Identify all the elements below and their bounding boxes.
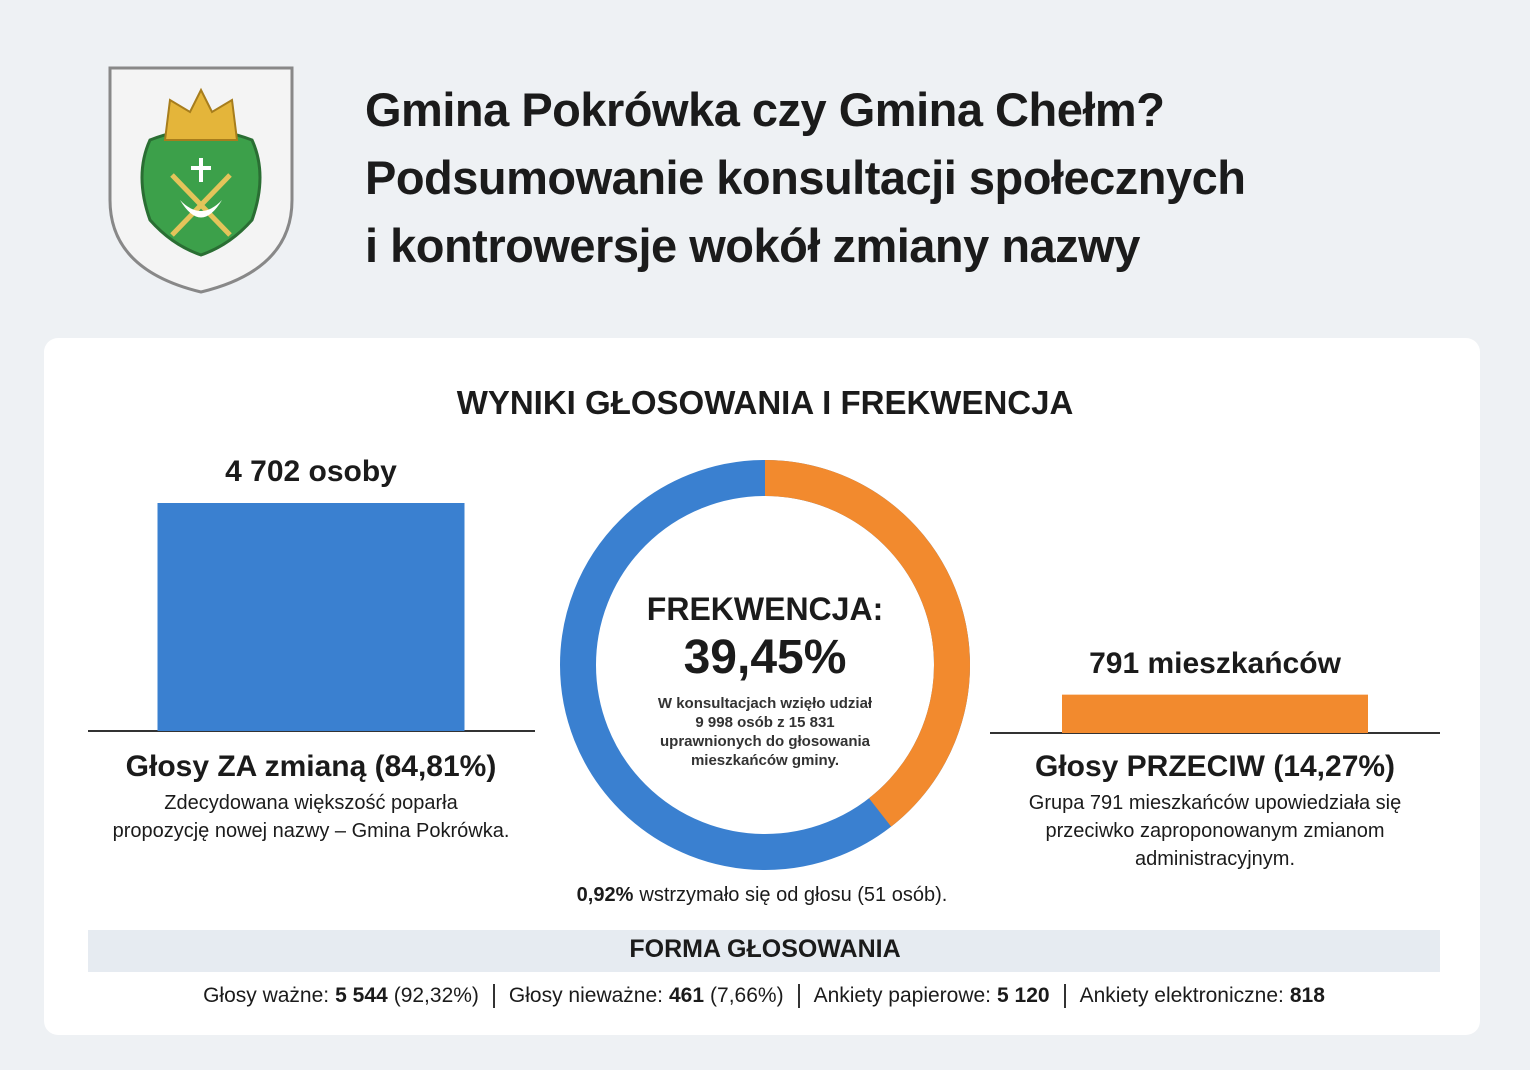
form-item-label: Ankiety papierowe: <box>813 984 992 1007</box>
form-band <box>88 930 1440 972</box>
title-line: Gmina Pokrówka czy Gmina Chełm? <box>365 83 1165 136</box>
form-item-label: Głosy ważne: <box>203 984 330 1007</box>
bar <box>157 503 465 731</box>
turnout-note: W konsultacjach wzięło udział <box>657 695 873 712</box>
bar-value-label: 4 702 osoby <box>225 455 397 488</box>
form-item-extra: (92,32%) <box>393 984 479 1007</box>
form-item-label: Ankiety elektroniczne: <box>1079 984 1284 1007</box>
form-item: Głosy nieważne: 461 (7,66%) <box>492 984 798 1008</box>
abstain-text: wstrzymało się od głosu (51 osób). <box>639 884 948 906</box>
form-item-value: 818 <box>1289 984 1325 1007</box>
form-item: Głosy ważne: 5 544 (92,32%) <box>189 984 493 1008</box>
turnout-note: mieszkańców gminy. <box>690 752 840 769</box>
bar-description: administracyjnym. <box>1134 848 1296 870</box>
bar-description: przeciwko zaproponowanym zmianom <box>1045 820 1385 842</box>
form-item-value: 5 544 <box>335 984 388 1007</box>
form-item: Ankiety papierowe: 5 120 <box>797 984 1064 1008</box>
form-item-extra: (7,66%) <box>710 984 784 1007</box>
section-title: WYNIKI GŁOSOWANIA I FREKWENCJA <box>456 384 1074 421</box>
bar-title: Głosy ZA zmianą (84,81%) <box>125 750 497 783</box>
bar-description: Grupa 791 mieszkańców upowiedziała się <box>1028 792 1402 814</box>
turnout-note: 9 998 osób z 15 831 <box>695 714 835 731</box>
crest <box>108 66 294 294</box>
bar-title: Głosy PRZECIW (14,27%) <box>1034 750 1396 783</box>
form-item-value: 461 <box>669 984 705 1007</box>
turnout-value: 39,45% <box>683 631 847 684</box>
form-stats: Głosy ważne: 5 544 (92,32%) Głosy nieważne:… <box>88 984 1440 1008</box>
turnout-note: uprawnionych do głosowania <box>659 733 871 750</box>
form-item-value: 5 120 <box>997 984 1050 1007</box>
abstain-value: 0,92% <box>576 884 634 906</box>
form-item-label: Głosy nieważne: <box>508 984 663 1007</box>
bar <box>1062 694 1368 733</box>
form-item: Ankiety elektroniczne: 818 <box>1063 984 1339 1008</box>
bar-description: propozycję nowej nazwy – Gmina Pokrówka. <box>112 820 510 842</box>
title-line: Podsumowanie konsultacji społecznych <box>365 151 1246 204</box>
donut-segment <box>764 460 970 827</box>
bar-value-label: 791 mieszkańców <box>1089 646 1341 680</box>
bar-description: Zdecydowana większość poparła <box>164 792 458 814</box>
form-title: FORMA GŁOSOWANIA <box>629 935 901 963</box>
title-line: i kontrowersje wokół zmiany nazwy <box>365 219 1140 272</box>
turnout-label: FREKWENCJA: <box>646 591 884 627</box>
abstain-note: 0,92% wstrzymało się od głosu (51 osób). <box>577 884 948 907</box>
